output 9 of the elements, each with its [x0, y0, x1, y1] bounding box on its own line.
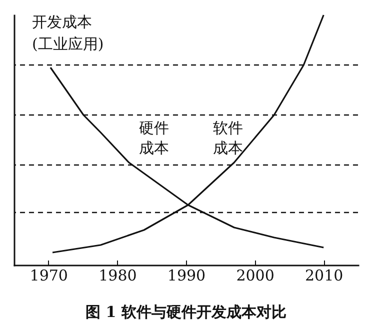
series-label: 软件成本 [213, 119, 243, 157]
text: 图 1 软件与硬件开发成本对比 [86, 303, 286, 321]
x-tick-label: 2000 [236, 266, 274, 284]
x-tick-label: 1990 [167, 266, 206, 284]
x-tick-label: 1980 [98, 266, 137, 284]
x-tick-label: 1970 [30, 266, 68, 284]
x-tick-label: 2010 [305, 266, 344, 284]
y-axis-title: 开发成本 (工业应用) [32, 13, 104, 53]
series-label: 硬件成本 [139, 119, 169, 157]
